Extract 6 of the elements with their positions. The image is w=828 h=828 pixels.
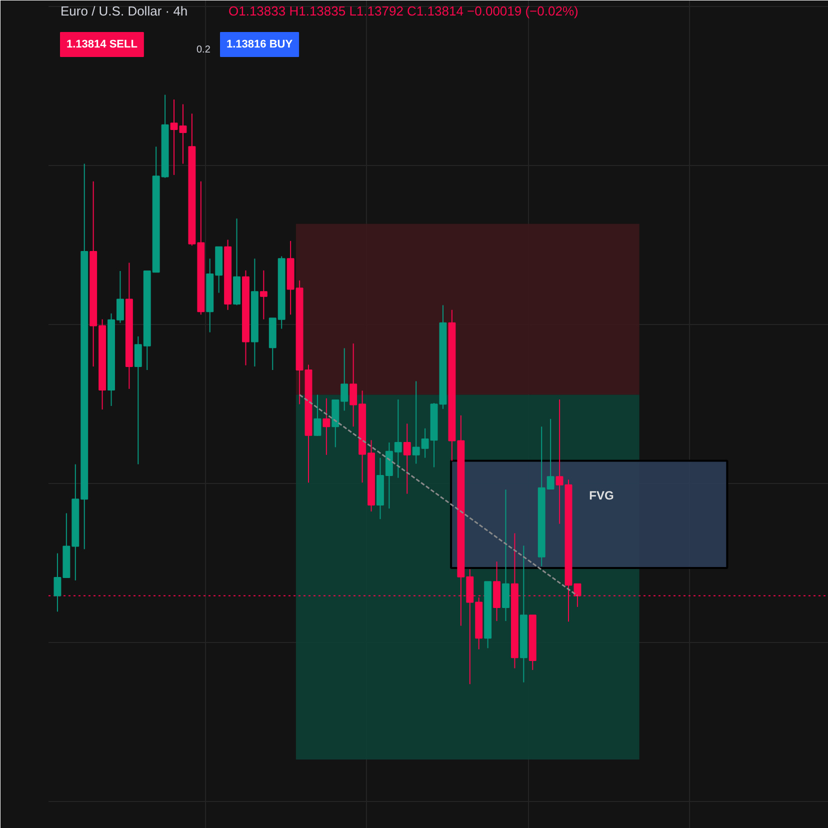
text: 1.13816 BUY bbox=[226, 38, 294, 50]
text: 1.13814 SELL bbox=[66, 38, 138, 50]
chart-title: Euro / U.S. Dollar · 4h bbox=[60, 4, 188, 18]
text: O1.13833 H1.13835 L1.13792 C1.13814 −0.00019 (−0.02%) bbox=[228, 4, 578, 18]
band-label: FVG bbox=[589, 488, 614, 503]
text: 0.2 bbox=[196, 44, 211, 56]
